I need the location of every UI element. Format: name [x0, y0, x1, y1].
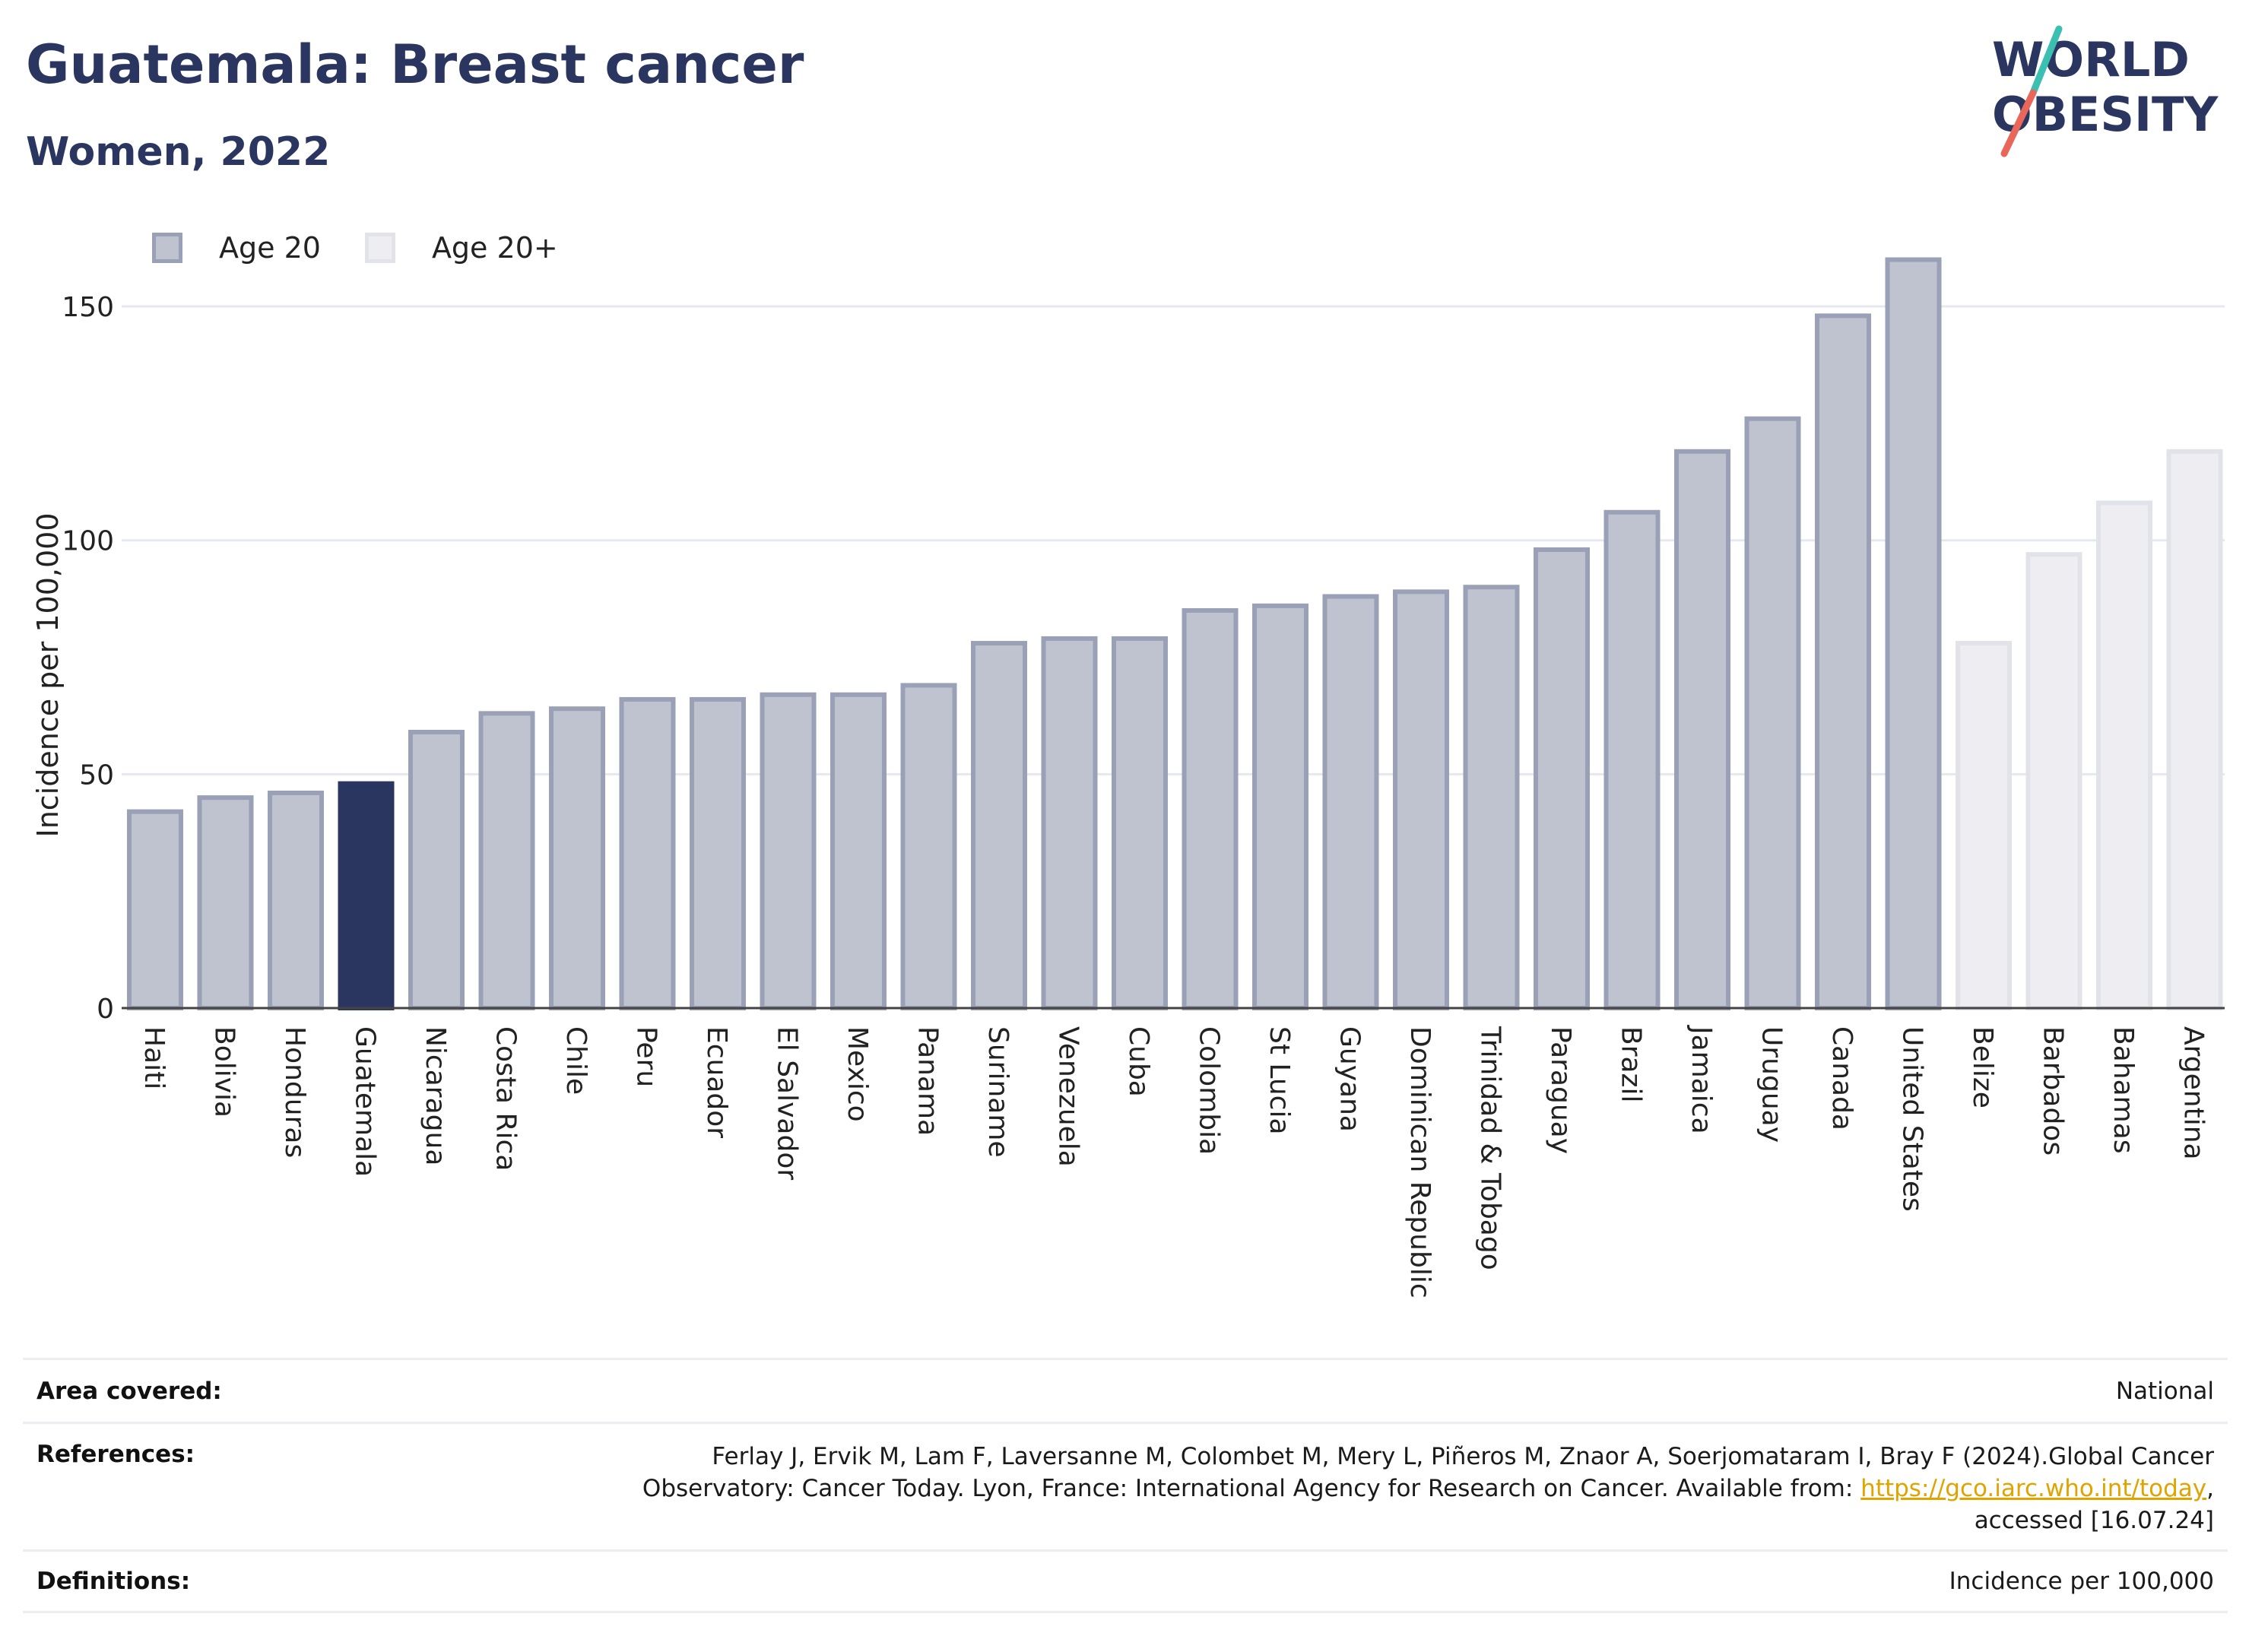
x-tick-label: Jamaica — [1686, 1025, 1717, 1134]
bar-barbados[interactable] — [2025, 552, 2082, 1010]
footer-row-definitions: Definitions: Incidence per 100,000 — [23, 1549, 2228, 1613]
x-tick-label: Uruguay — [1756, 1026, 1787, 1143]
references-line-2-text: Observatory: Cancer Today. Lyon, France:… — [642, 1475, 1861, 1502]
bar-mexico[interactable] — [830, 692, 887, 1010]
chart-subtitle: Women, 2022 — [26, 129, 331, 175]
bar-chart: 0 50 100 150 Incidence per 100,000 Haiti Bol… — [31, 257, 2225, 1298]
bar-honduras[interactable] — [268, 790, 324, 1011]
bar-bahamas[interactable] — [2096, 500, 2152, 1010]
y-tick-label: 50 — [79, 759, 114, 791]
x-tick-label: Suriname — [982, 1026, 1013, 1158]
bar-el-salvador[interactable] — [760, 692, 817, 1010]
bar-trinidad-tobago[interactable] — [1463, 585, 1520, 1010]
bar-argentina[interactable] — [2166, 449, 2223, 1010]
legend-label-age-20: Age 20 — [219, 231, 321, 265]
chart-footer: Area covered: National References: Ferla… — [23, 1358, 2228, 1613]
references-line-2-end: , — [2206, 1475, 2214, 1502]
bar-colombia[interactable] — [1182, 608, 1239, 1010]
references-label: References: — [36, 1441, 195, 1468]
legend-swatch-age-20 — [152, 233, 182, 263]
x-tick-label: Paraguay — [1545, 1026, 1576, 1154]
x-axis-ticks: Haiti Bolivia Honduras Guatemala Nicaragua Co… — [138, 1025, 2209, 1298]
x-tick-label: Chile — [560, 1026, 592, 1095]
footer-row-area: Area covered: National — [23, 1358, 2228, 1422]
bar-venezuela[interactable] — [1041, 636, 1098, 1011]
bar-guatemala[interactable] — [338, 781, 395, 1010]
bar-jamaica[interactable] — [1674, 449, 1730, 1010]
world-obesity-logo: WORLD OBESITY — [1992, 25, 2219, 157]
x-tick-label: Bahamas — [2108, 1026, 2139, 1154]
logo-slash-red — [2000, 89, 2037, 157]
y-tick-label: 100 — [62, 526, 114, 557]
bar-brazil[interactable] — [1603, 509, 1661, 1010]
footer-row-references: References: Ferlay J, Ervik M, Lam F, La… — [23, 1422, 2228, 1549]
x-tick-label: Costa Rica — [490, 1026, 522, 1171]
legend-swatch-age-20-plus — [364, 233, 395, 263]
bar-peru[interactable] — [619, 696, 676, 1010]
area-covered-label: Area covered: — [36, 1377, 222, 1405]
x-tick-label: Trinidad & Tobago — [1475, 1026, 1506, 1270]
x-tick-label: Mexico — [842, 1026, 873, 1122]
x-tick-label: Ecuador — [701, 1026, 732, 1138]
y-tick-label: 150 — [62, 292, 114, 323]
bar-belize[interactable] — [1956, 641, 2012, 1011]
x-tick-label: Bolivia — [209, 1026, 240, 1118]
x-tick-label: Panama — [912, 1026, 944, 1136]
x-tick-label: Guyana — [1334, 1026, 1366, 1132]
bar-nicaragua[interactable] — [408, 729, 465, 1010]
grid-lines — [122, 305, 2225, 775]
bar-ecuador[interactable] — [690, 696, 746, 1010]
bar-uruguay[interactable] — [1744, 416, 1801, 1010]
x-tick-label: Barbados — [2038, 1026, 2069, 1156]
x-tick-label: Guatemala — [350, 1026, 381, 1177]
bar-suriname[interactable] — [971, 641, 1027, 1011]
logo-slash-teal — [2029, 25, 2063, 97]
x-tick-label: Honduras — [279, 1026, 310, 1158]
x-tick-label: Peru — [631, 1026, 662, 1087]
bar-panama[interactable] — [900, 683, 957, 1011]
bar-dominican-republic[interactable] — [1393, 589, 1449, 1010]
bar-paraguay[interactable] — [1534, 547, 1590, 1010]
x-tick-label: Cuba — [1123, 1026, 1154, 1097]
legend-label-age-20-plus: Age 20+ — [431, 231, 558, 265]
x-tick-label: Haiti — [138, 1026, 170, 1089]
bar-guyana[interactable] — [1322, 594, 1379, 1010]
bar-haiti[interactable] — [127, 809, 183, 1010]
references-line-3: accessed [16.07.24] — [1974, 1507, 2214, 1534]
x-tick-label: Belize — [1967, 1026, 1998, 1108]
bars — [127, 257, 2223, 1011]
y-axis-label: Incidence per 100,000 — [31, 512, 65, 837]
definitions-value: Incidence per 100,000 — [1949, 1568, 2214, 1595]
bar-costa-rica[interactable] — [478, 711, 535, 1010]
bar-chile[interactable] — [549, 706, 605, 1011]
chart-legend: Age 20 Age 20+ — [152, 225, 602, 271]
x-tick-label: St Lucia — [1264, 1026, 1295, 1135]
bar-bolivia[interactable] — [197, 795, 254, 1011]
bar-st-lucia[interactable] — [1252, 603, 1308, 1010]
chart-title: Guatemala: Breast cancer — [26, 33, 804, 96]
area-covered-value: National — [2115, 1377, 2214, 1405]
x-tick-label: Dominican Republic — [1404, 1026, 1435, 1298]
x-tick-label: United States — [1897, 1026, 1928, 1212]
x-tick-label: Canada — [1826, 1026, 1857, 1130]
y-tick-label: 0 — [97, 994, 114, 1025]
x-tick-label: Brazil — [1616, 1026, 1647, 1102]
references-line-1: Ferlay J, Ervik M, Lam F, Laversanne M, … — [712, 1443, 2214, 1470]
logo-word-world: WORLD — [1992, 32, 2190, 87]
y-axis-ticks: 0 50 100 150 — [62, 292, 114, 1025]
x-tick-label: Nicaragua — [420, 1026, 451, 1165]
bar-cuba[interactable] — [1112, 636, 1168, 1011]
x-tick-label: El Salvador — [772, 1026, 803, 1180]
references-line-2: Observatory: Cancer Today. Lyon, France:… — [642, 1473, 2214, 1505]
x-tick-label: Venezuela — [1053, 1026, 1084, 1167]
references-value: Ferlay J, Ervik M, Lam F, Laversanne M, … — [642, 1441, 2214, 1549]
legend-item-age-20[interactable]: Age 20 — [152, 231, 321, 265]
bar-united-states[interactable] — [1885, 257, 1942, 1010]
bar-canada[interactable] — [1815, 313, 1871, 1011]
x-tick-label: Colombia — [1194, 1026, 1225, 1155]
legend-item-age-20-plus[interactable]: Age 20+ — [364, 231, 558, 265]
x-tick-label: Argentina — [2178, 1026, 2209, 1160]
definitions-label: Definitions: — [36, 1568, 191, 1595]
references-link[interactable]: https://gco.iarc.who.int/today — [1860, 1475, 2207, 1502]
